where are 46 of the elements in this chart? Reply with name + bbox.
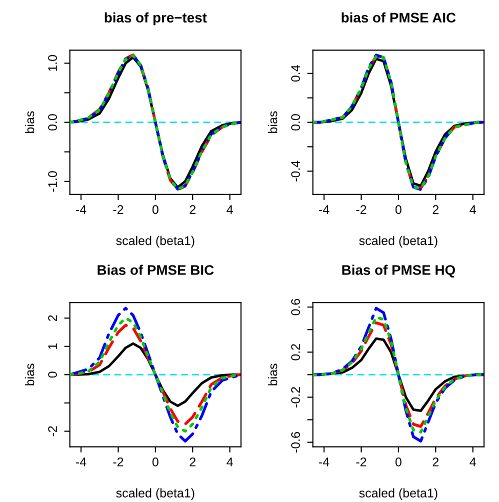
chart-title: bias of PMSE AIC bbox=[342, 12, 456, 23]
x-tick-label: 2 bbox=[190, 458, 196, 466]
chart-title: Bias of PMSE HQ bbox=[342, 264, 455, 278]
x-axis-title: scaled (beta1) bbox=[359, 488, 438, 500]
x-tick-label: 4 bbox=[470, 205, 476, 214]
x-axis-title: scaled (beta1) bbox=[116, 488, 194, 500]
x-tick-label: 2 bbox=[432, 458, 439, 466]
y-tick-label: 1.0 bbox=[48, 55, 57, 71]
x-axis-title: scaled (beta1) bbox=[116, 236, 194, 248]
y-tick-label: -0.4 bbox=[291, 160, 300, 182]
chart-title: bias of pre−test bbox=[104, 12, 207, 26]
x-tick-label: -4 bbox=[319, 458, 330, 466]
x-tick-label: -2 bbox=[113, 458, 124, 466]
x-tick-label: 4 bbox=[226, 458, 233, 466]
x-tick-label: 2 bbox=[190, 205, 196, 214]
y-axis-title: bias bbox=[25, 111, 34, 133]
x-tick-label: -4 bbox=[76, 205, 86, 214]
x-tick-label: 4 bbox=[226, 205, 233, 214]
x-tick-label: -2 bbox=[356, 205, 366, 214]
y-tick-label: -2 bbox=[48, 426, 57, 436]
y-tick-label: 0.6 bbox=[291, 298, 300, 316]
y-tick-label: -0.6 bbox=[291, 432, 300, 452]
x-tick-label: -2 bbox=[356, 458, 366, 466]
y-axis-title: bias bbox=[268, 111, 278, 133]
y-axis-title: bias bbox=[25, 364, 34, 386]
y-axis-title: bias bbox=[268, 364, 278, 386]
x-tick-label: -4 bbox=[319, 205, 330, 214]
y-tick-label: 0 bbox=[48, 372, 57, 378]
x-tick-label: 0 bbox=[152, 205, 158, 214]
x-tick-label: 0 bbox=[395, 205, 402, 214]
x-tick-label: -2 bbox=[113, 205, 124, 214]
y-tick-label: 2 bbox=[48, 315, 57, 321]
x-axis-title: scaled (beta1) bbox=[359, 236, 438, 248]
y-tick-label: -0.2 bbox=[291, 387, 300, 408]
y-tick-label: 0.0 bbox=[48, 114, 57, 131]
x-tick-label: 0 bbox=[395, 458, 402, 466]
x-tick-label: 4 bbox=[470, 458, 476, 466]
y-tick-label: 1 bbox=[48, 344, 57, 349]
x-tick-label: 2 bbox=[432, 205, 439, 214]
chart-title: Bias of PMSE BIC bbox=[98, 264, 214, 275]
y-tick-label: 0.0 bbox=[291, 114, 300, 131]
y-tick-label: -1.0 bbox=[48, 171, 57, 192]
y-tick-label: 0.2 bbox=[291, 344, 300, 360]
x-tick-label: 0 bbox=[152, 458, 158, 466]
y-tick-label: 0.4 bbox=[291, 65, 300, 82]
x-tick-label: -4 bbox=[76, 458, 86, 466]
